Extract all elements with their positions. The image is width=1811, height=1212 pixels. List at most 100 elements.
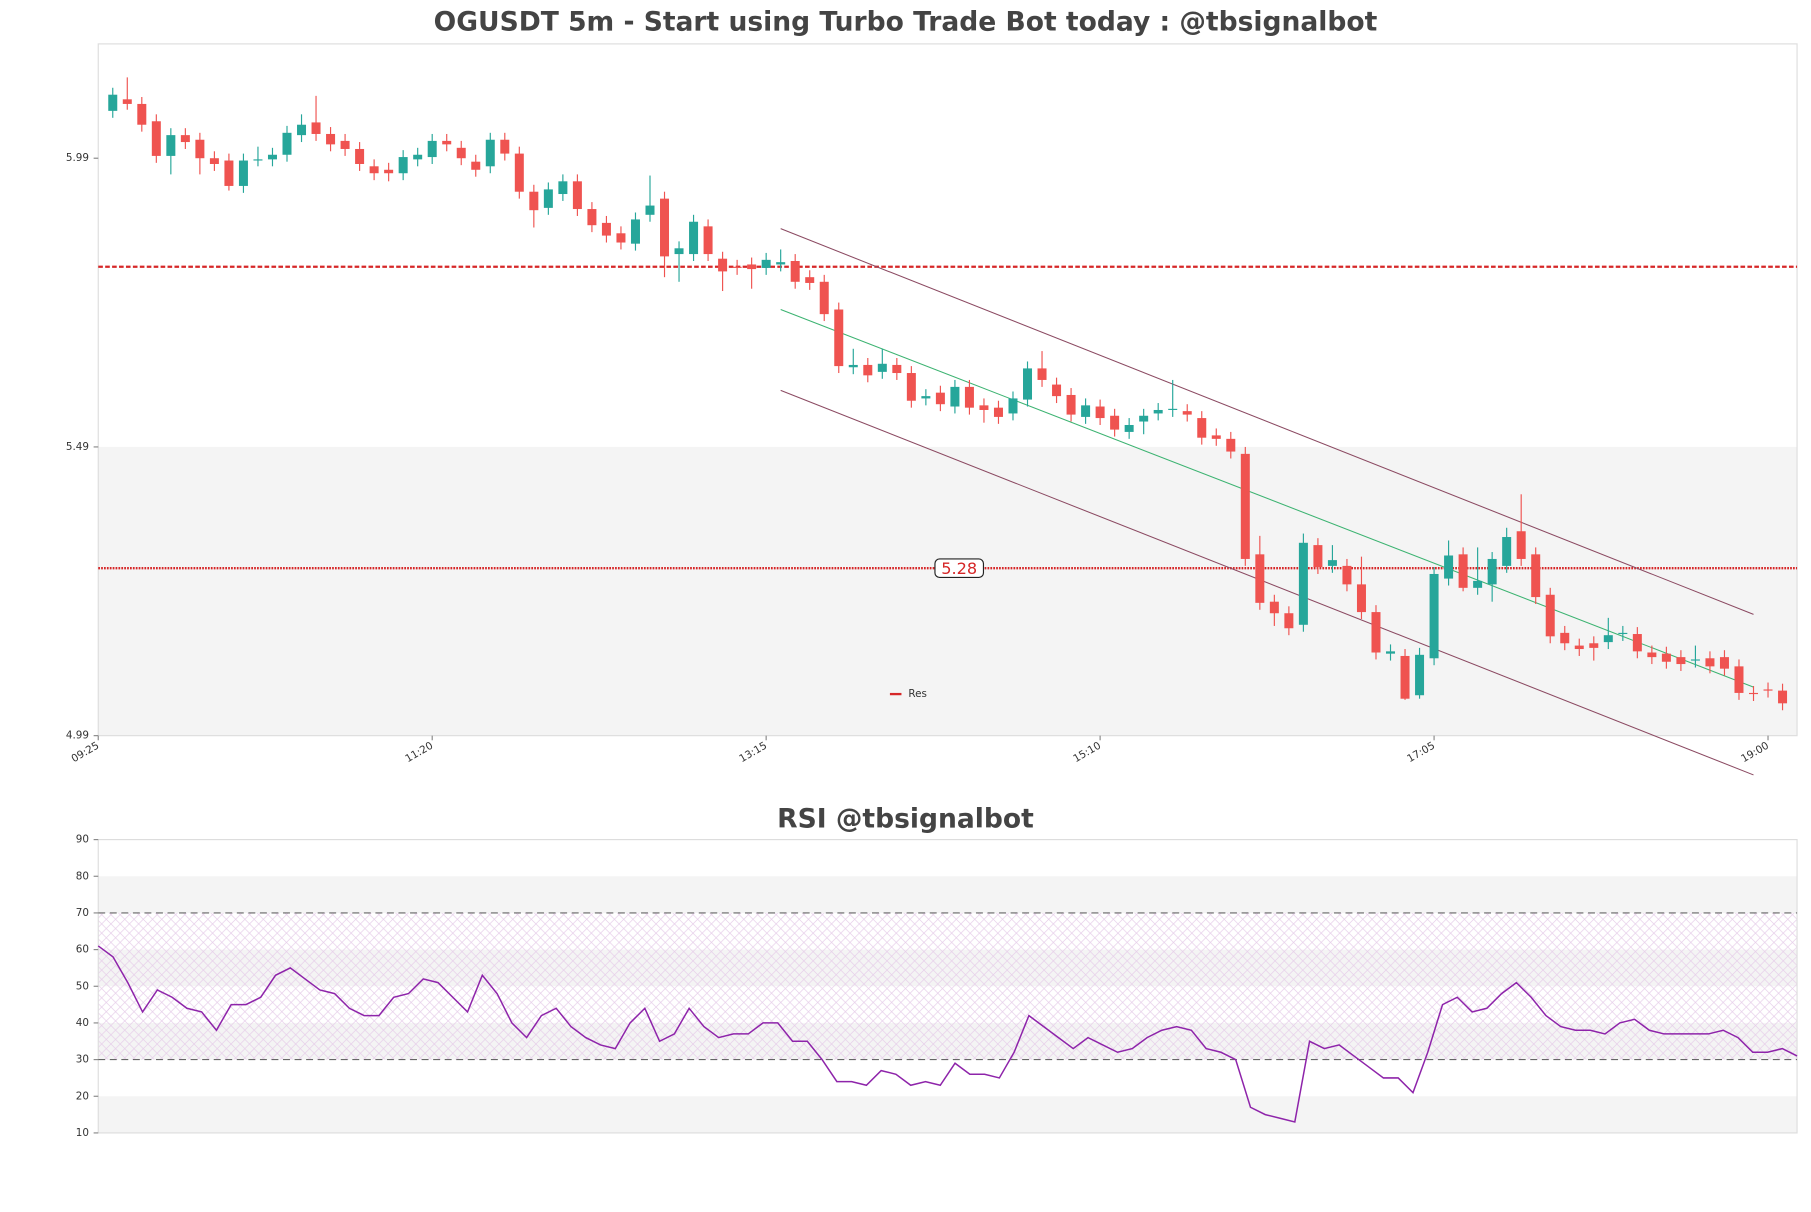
candle-body [1560, 632, 1570, 644]
candle-body [122, 99, 132, 104]
candle-body [616, 233, 626, 243]
candle-body [1719, 657, 1729, 669]
y-tick-label: 40 [76, 1017, 89, 1029]
candle-body [1429, 573, 1439, 659]
candle-body [645, 205, 655, 215]
candle-body [1690, 659, 1700, 661]
candle-body [1356, 584, 1366, 613]
candle-body [572, 181, 582, 210]
candle-body [979, 405, 989, 410]
candle-body [1269, 601, 1279, 614]
candle-body [776, 262, 786, 265]
candle-body [543, 189, 553, 208]
candle-body [514, 153, 524, 192]
candle-body [1516, 531, 1526, 559]
candle-body [1444, 555, 1454, 579]
y-tick-label: 5.49 [66, 441, 89, 453]
candle-body [1676, 657, 1686, 665]
y-tick-label: 60 [76, 944, 89, 956]
candle-body [993, 407, 1003, 417]
candle-body [253, 159, 263, 161]
candle-body [718, 258, 728, 272]
level-label: 5.28 [941, 559, 977, 578]
candle-body [442, 140, 452, 145]
y-tick-label: 90 [76, 834, 89, 846]
x-tick-label: 19:00 [1739, 740, 1771, 765]
candle-body [384, 169, 394, 174]
candle-body [1023, 368, 1033, 400]
x-tick-label: 11:20 [403, 740, 435, 765]
candle-body [1327, 560, 1337, 566]
candle-body [1415, 654, 1425, 696]
candle-body [311, 122, 321, 134]
y-tick-label: 70 [76, 907, 89, 919]
candle-body [1487, 558, 1497, 585]
y-tick-label: 80 [76, 870, 89, 882]
channel-line [780, 389, 1754, 776]
candle-body [1153, 409, 1163, 414]
candle-body [195, 139, 205, 159]
candle-body [1211, 435, 1221, 439]
candle-body [630, 219, 640, 244]
candle-body [151, 121, 161, 156]
candle-body [1298, 542, 1308, 625]
candle-body [369, 166, 379, 174]
candle-body [1763, 689, 1773, 691]
candle-body [137, 103, 147, 125]
candle-body [848, 364, 858, 368]
candle-body [485, 139, 495, 167]
candle-body [819, 281, 829, 315]
x-tick-label: 17:05 [1405, 740, 1437, 765]
y-tick-label: 30 [76, 1054, 89, 1066]
band [98, 446, 1798, 736]
candle-body [732, 266, 742, 268]
candle-body [1066, 394, 1076, 415]
candle-body [456, 147, 466, 159]
candle-body [1139, 415, 1149, 422]
candle-body [1458, 554, 1468, 588]
candle-body [1095, 406, 1105, 419]
candle-body [1574, 645, 1584, 650]
candle-body [297, 124, 307, 136]
candle-body [209, 158, 219, 164]
plot-frame [97, 43, 1798, 737]
candle-body [1168, 408, 1178, 410]
candle-body [877, 363, 887, 372]
y-tick-label: 4.99 [66, 730, 89, 742]
channel-line [780, 228, 1754, 615]
candle-body [180, 135, 190, 143]
candle-body [1473, 580, 1483, 588]
candle-body [601, 222, 611, 236]
y-tick-label: 5.99 [66, 152, 89, 164]
rsi-title: RSI @tbsignalbot [777, 803, 1034, 834]
candle-body [1502, 537, 1512, 566]
candle-body [703, 226, 713, 255]
candle-body [413, 154, 423, 160]
candle-body [587, 209, 597, 226]
candle-body [1255, 554, 1265, 603]
level-label-box [934, 558, 985, 579]
candle-body [747, 264, 757, 270]
candle-body [224, 160, 234, 186]
candle-body [834, 309, 844, 367]
candle-body [660, 198, 670, 257]
candle-body [267, 154, 277, 160]
candle-body [790, 261, 800, 282]
candle-body [282, 132, 292, 155]
candle-body [1778, 690, 1788, 704]
y-tick-label: 10 [76, 1127, 89, 1139]
candle-body [427, 140, 437, 158]
candle-body [529, 191, 539, 211]
candle-body [1124, 424, 1134, 432]
candle-body [1197, 418, 1207, 438]
x-tick-label: 15:10 [1071, 740, 1103, 765]
candle-body [674, 248, 684, 255]
candle-body [1371, 612, 1381, 653]
candle-body [863, 364, 873, 376]
candle-body [805, 277, 815, 283]
candle-body [1545, 594, 1555, 637]
candle-body [1081, 405, 1091, 417]
x-tick-label: 13:15 [737, 740, 769, 765]
candle-body [1226, 438, 1236, 452]
